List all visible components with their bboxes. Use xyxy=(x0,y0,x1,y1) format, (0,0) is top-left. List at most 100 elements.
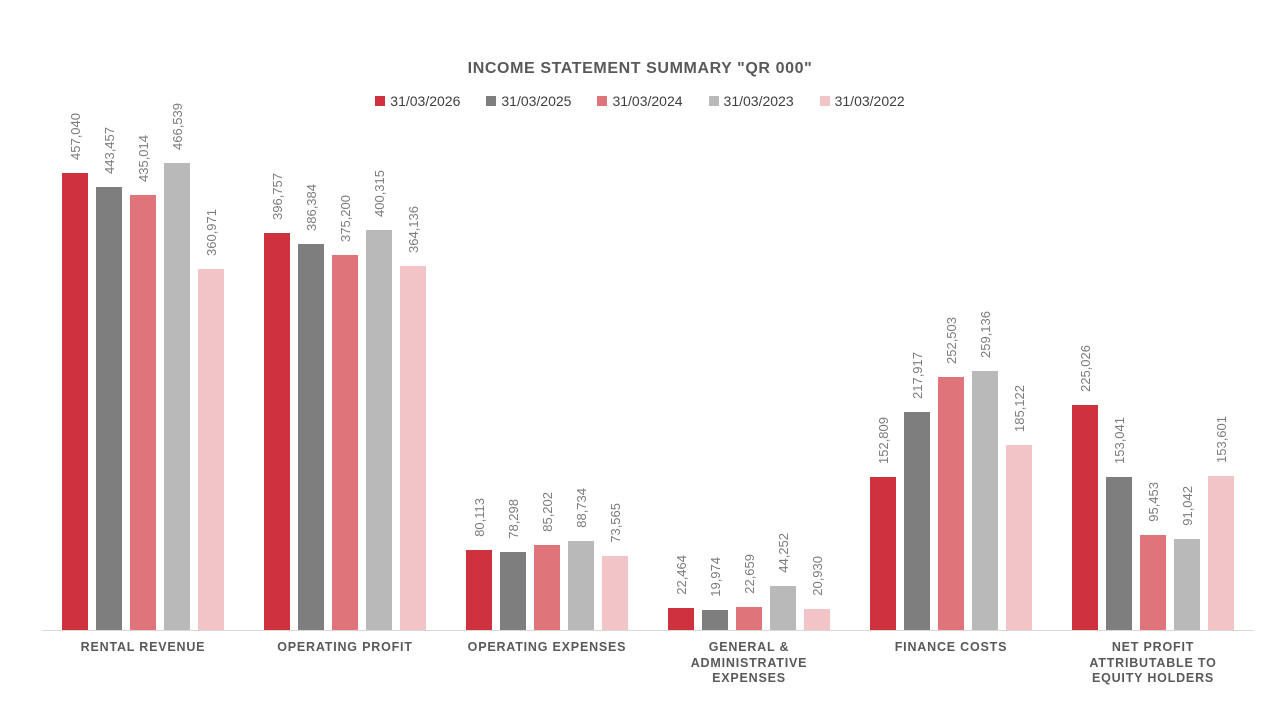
bar-31-03-2025 xyxy=(1106,477,1132,630)
data-label: 19,974 xyxy=(707,557,723,597)
bar-column: 152,809 xyxy=(870,417,896,630)
bar-31-03-2026 xyxy=(1072,405,1098,630)
bar-column: 386,384 xyxy=(298,184,324,630)
data-label: 396,757 xyxy=(269,173,285,220)
legend-label: 31/03/2026 xyxy=(390,93,461,109)
bar-column: 252,503 xyxy=(938,317,964,630)
bar-31-03-2025 xyxy=(904,412,930,630)
bar-31-03-2024 xyxy=(938,377,964,630)
bar-column: 91,042 xyxy=(1174,486,1200,630)
bar-31-03-2025 xyxy=(500,552,526,630)
bar-cluster: 396,757 386,384 375,200 400,315 364,136 xyxy=(264,130,426,630)
legend-item: 31/03/2026 xyxy=(375,93,460,109)
chart-legend: 31/03/2026 31/03/2025 31/03/2024 31/03/2023… xyxy=(0,93,1280,109)
bar-31-03-2026 xyxy=(62,173,88,630)
legend-swatch-icon xyxy=(375,96,386,106)
bar-31-03-2025 xyxy=(96,187,122,630)
data-label: 80,113 xyxy=(471,498,487,537)
bar-31-03-2022 xyxy=(198,269,224,630)
bar-column: 360,971 xyxy=(198,209,224,630)
bar-column: 217,917 xyxy=(904,352,930,630)
bar-31-03-2026 xyxy=(668,608,694,630)
bar-column: 78,298 xyxy=(500,499,526,630)
data-label: 73,565 xyxy=(607,503,623,543)
data-label: 457,040 xyxy=(67,113,83,160)
bar-column: 225,026 xyxy=(1072,345,1098,630)
legend-item: 31/03/2022 xyxy=(819,93,905,109)
bar-31-03-2026 xyxy=(264,233,290,630)
plot-area: 457,040 443,457 435,014 466,539 360,971 RENTA… xyxy=(42,103,1254,687)
bar-column: 22,464 xyxy=(668,555,694,630)
legend-label: 31/03/2024 xyxy=(612,93,683,109)
bar-column: 73,565 xyxy=(602,503,628,630)
bar-31-03-2024 xyxy=(736,607,762,630)
category-axis-label: OPERATING PROFIT xyxy=(277,640,413,654)
bar-cluster: 80,113 78,298 85,202 88,734 73,565 xyxy=(466,130,628,630)
data-label: 225,026 xyxy=(1077,345,1093,392)
data-label: 20,930 xyxy=(809,556,825,596)
bar-column: 20,930 xyxy=(804,556,830,630)
data-label: 360,971 xyxy=(203,209,219,256)
data-label: 95,453 xyxy=(1145,482,1161,522)
category-group: 22,464 19,974 22,659 44,252 20,930 GENERAL & … xyxy=(648,130,850,687)
data-label: 152,809 xyxy=(875,417,891,464)
bar-31-03-2023 xyxy=(164,163,190,630)
category-axis-label: RENTAL REVENUE xyxy=(80,640,206,654)
category-group: 80,113 78,298 85,202 88,734 73,565 OPERATING … xyxy=(446,130,648,687)
bar-column: 259,136 xyxy=(972,311,998,630)
bar-column: 375,200 xyxy=(332,195,358,630)
category-axis-label: FINANCE COSTS xyxy=(894,640,1008,654)
bar-column: 19,974 xyxy=(702,557,728,630)
bar-31-03-2022 xyxy=(804,609,830,630)
bar-31-03-2022 xyxy=(602,556,628,630)
data-label: 217,917 xyxy=(909,352,925,399)
legend-swatch-icon xyxy=(486,96,497,106)
category-group: 396,757 386,384 375,200 400,315 364,136 OPERA… xyxy=(244,130,446,687)
bar-column: 80,113 xyxy=(466,498,492,630)
chart-title: INCOME STATEMENT SUMMARY "QR 000" xyxy=(467,60,813,77)
bar-column: 396,757 xyxy=(264,173,290,630)
bar-31-03-2023 xyxy=(972,371,998,630)
legend-item: 31/03/2025 xyxy=(486,93,571,109)
bar-31-03-2025 xyxy=(702,610,728,630)
bar-31-03-2023 xyxy=(1174,539,1200,630)
category-axis-label: OPERATING EXPENSES xyxy=(467,640,627,654)
data-label: 364,136 xyxy=(405,206,421,253)
category-axis-line xyxy=(42,630,1254,631)
data-label: 22,464 xyxy=(673,555,689,595)
bar-column: 44,252 xyxy=(770,533,796,630)
data-label: 44,252 xyxy=(775,533,791,573)
data-label: 443,457 xyxy=(101,127,117,174)
bar-column: 22,659 xyxy=(736,554,762,630)
data-label: 259,136 xyxy=(977,311,993,358)
data-label: 153,601 xyxy=(1213,416,1229,463)
bar-column: 185,122 xyxy=(1006,385,1032,630)
data-label: 400,315 xyxy=(371,170,387,217)
bar-31-03-2024 xyxy=(534,545,560,630)
data-label: 252,503 xyxy=(943,317,959,364)
data-label: 85,202 xyxy=(539,492,555,532)
bar-column: 364,136 xyxy=(400,206,426,630)
bar-31-03-2022 xyxy=(400,266,426,630)
bar-cluster: 22,464 19,974 22,659 44,252 20,930 xyxy=(668,130,830,630)
bar-31-03-2026 xyxy=(870,477,896,630)
bar-column: 153,601 xyxy=(1208,416,1234,630)
legend-label: 31/03/2025 xyxy=(501,93,572,109)
data-label: 91,042 xyxy=(1179,486,1195,526)
bar-column: 400,315 xyxy=(366,170,392,630)
bar-31-03-2023 xyxy=(366,230,392,630)
data-label: 386,384 xyxy=(303,184,319,231)
bar-column: 466,539 xyxy=(164,103,190,630)
bar-31-03-2024 xyxy=(130,195,156,630)
data-label: 22,659 xyxy=(741,554,757,594)
bar-column: 88,734 xyxy=(568,488,594,630)
bar-cluster: 225,026 153,041 95,453 91,042 153,601 xyxy=(1072,130,1234,630)
legend-label: 31/03/2022 xyxy=(834,93,905,109)
bar-31-03-2023 xyxy=(568,541,594,630)
data-label: 435,014 xyxy=(135,135,151,182)
category-axis-label: GENERAL & ADMINISTRATIVE EXPENSES xyxy=(690,640,808,686)
category-group: 457,040 443,457 435,014 466,539 360,971 RENTA… xyxy=(42,103,244,687)
category-group: 225,026 153,041 95,453 91,042 153,601 NET PRO… xyxy=(1052,130,1254,687)
bar-column: 95,453 xyxy=(1140,482,1166,630)
